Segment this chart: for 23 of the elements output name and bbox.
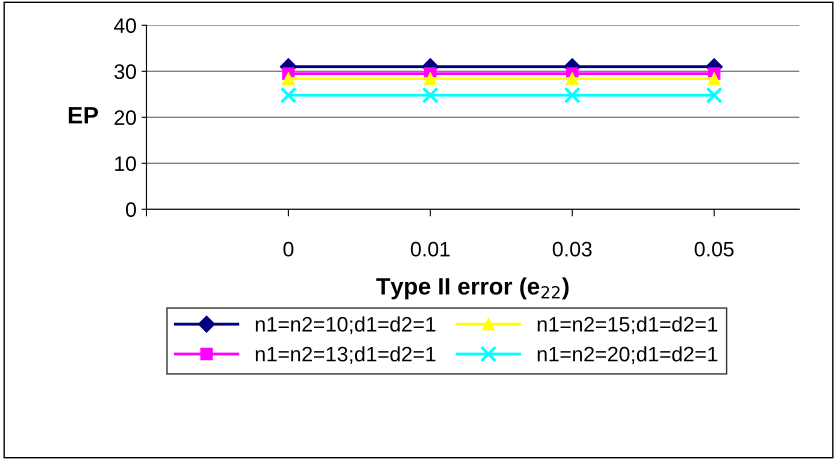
x-tick-label: 0 xyxy=(283,242,294,257)
point xyxy=(422,86,439,104)
point xyxy=(708,72,720,85)
y-tick-label: 0 xyxy=(126,202,136,218)
legend-label: n1=n2=10;d1=d2=1 xyxy=(256,316,436,334)
point xyxy=(424,72,437,85)
y-tick-label: 10 xyxy=(115,156,136,172)
legend-label: n1=n2=15;d1=d2=1 xyxy=(538,316,718,334)
legend-label: n1=n2=13;d1=d2=1 xyxy=(256,346,436,364)
x-tick-label: 0.03 xyxy=(552,242,592,257)
point xyxy=(282,72,295,85)
point xyxy=(564,86,581,104)
x-tick-label: 0.01 xyxy=(410,242,450,257)
point xyxy=(706,86,723,104)
y-tick-label: 30 xyxy=(114,64,136,80)
x-tick-label: 0.05 xyxy=(694,242,734,257)
y-tick-label: 40 xyxy=(114,18,136,34)
x-axis-title: Type II error (e$_{22}$) xyxy=(376,277,569,300)
legend-label: n1=n2=20;d1=d2=1 xyxy=(538,346,718,364)
y-tick-label: 20 xyxy=(114,110,136,126)
point xyxy=(280,86,297,104)
y-axis-title: EP xyxy=(68,107,98,124)
point xyxy=(566,72,579,85)
